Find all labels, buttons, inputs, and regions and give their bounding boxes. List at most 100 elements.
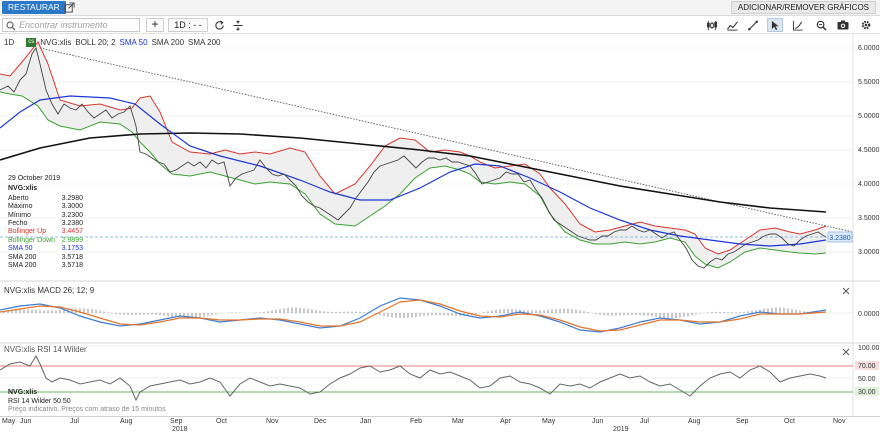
- search-input[interactable]: [19, 19, 137, 31]
- x-tick-month: Jun: [592, 418, 604, 425]
- x-tick-month: May: [542, 418, 556, 425]
- main-grid: [0, 47, 853, 253]
- info-row-value: 3.1753: [61, 245, 83, 253]
- y-tick: 5.0000: [858, 113, 880, 120]
- x-tick-year: 2018: [172, 426, 188, 433]
- search-icon: [6, 21, 16, 31]
- last-price-marker: [827, 231, 853, 243]
- x-tick-month: Aug: [120, 418, 133, 425]
- info-row: Bollinger Down 2.9899: [8, 237, 83, 245]
- external-window-icon[interactable]: [64, 2, 75, 13]
- legend-symbol: NVG:xlis: [40, 38, 72, 47]
- y-tick: 3.5000: [858, 215, 880, 222]
- x-tick-month: May: [2, 418, 16, 425]
- info-row-value: 3.2380: [61, 220, 83, 228]
- interval-indicator: 1D: [4, 38, 15, 47]
- interval-select[interactable]: 1D : - -: [168, 18, 208, 32]
- compare-icon[interactable]: [230, 18, 246, 32]
- y-tick: 6.0000: [858, 45, 880, 52]
- sma200-line: [0, 132, 827, 213]
- x-tick-month: Aug: [688, 418, 701, 425]
- legend-sma200-2: SMA 200: [188, 38, 221, 47]
- info-row-label: Fecho: [8, 220, 28, 228]
- y-axis-rsi: 100.00 70.00 50.00 30.00: [855, 345, 880, 396]
- trend-line[interactable]: [39, 47, 854, 233]
- macd-y-tick: 0.0000: [858, 311, 880, 318]
- candlestick-icon[interactable]: [704, 18, 720, 32]
- rsi-y-tick: 70.00: [858, 363, 876, 370]
- x-tick-month: Sep: [170, 418, 183, 425]
- legend-sma200: SMA 200: [151, 38, 185, 47]
- settings-gear-icon[interactable]: [858, 18, 874, 32]
- info-row-label: Bollinger Down: [8, 236, 56, 244]
- info-row-label: Mínimo: [8, 211, 31, 219]
- info-symbol: NVG:xlis: [8, 185, 38, 193]
- sma50-line: [0, 95, 827, 247]
- x-tick-month: Nov: [266, 418, 279, 425]
- x-tick-month: Jul: [640, 418, 649, 425]
- y-axis-main: 6.0000 5.5000 5.0000 4.5000 4.0000 3.500…: [858, 45, 880, 256]
- close-macd-icon[interactable]: [842, 287, 850, 295]
- rsi-info-value: 50.50: [53, 397, 71, 405]
- legend-sma50: SMA 50: [119, 38, 148, 47]
- last-price-label: 3.2380: [829, 235, 851, 242]
- macd-panel-title: NVG:xlis MACD 26; 12; 9: [4, 286, 95, 295]
- info-row: Máximo 3.3000: [8, 203, 83, 211]
- chart-type-badge[interactable]: cs: [26, 38, 37, 47]
- drawing-tools-icon[interactable]: [745, 18, 761, 32]
- x-axis: May Jun Jul Aug Sep Oct Nov Dec Jan Feb Mar Apr May J…: [0, 416, 880, 433]
- rsi-y-tick: 50.00: [858, 376, 876, 383]
- x-tick-month: Sep: [736, 418, 749, 425]
- rsi-info-indicator: RSI 14 Wilder: [8, 397, 52, 405]
- x-tick-year: 2019: [613, 426, 629, 433]
- info-row: Aberto 3.2980: [8, 195, 83, 203]
- info-row-label: SMA 200: [8, 253, 37, 261]
- info-row: Mínimo 3.2300: [8, 212, 83, 220]
- info-row-label: SMA 200: [8, 262, 37, 270]
- trend-line-icon[interactable]: [790, 18, 806, 32]
- x-tick-month: Apr: [500, 418, 511, 425]
- info-row: SMA 50 3.1753: [8, 245, 83, 253]
- main-chart-legend: 1D cs NVG:xlis BOLL 20; 2 SMA 50 SMA 200…: [4, 38, 221, 47]
- info-row-value: 3.2300: [61, 211, 83, 219]
- indicators-icon[interactable]: [724, 18, 740, 32]
- chart-canvas[interactable]: 3.2380 6.0000 5.5000 5.0000 4.5000 4.000…: [0, 34, 880, 416]
- legend-boll: BOLL 20; 2: [75, 38, 116, 47]
- search-box[interactable]: [2, 18, 140, 32]
- x-tick-month: Oct: [784, 418, 795, 425]
- info-row-label: Bollinger Up: [8, 228, 47, 236]
- info-row: SMA 200 3.5718: [8, 262, 83, 270]
- rsi-line: [0, 354, 827, 402]
- rsi-info-box: NVG:xlis RSI 14 Wilder 50.50 Preço indic…: [8, 389, 166, 415]
- y-tick: 3.0000: [858, 249, 880, 256]
- pointer-icon[interactable]: [767, 18, 783, 32]
- y-tick: 4.0000: [858, 181, 880, 188]
- x-tick-month: Dec: [314, 418, 327, 425]
- zoom-icon[interactable]: [813, 18, 829, 32]
- close-rsi-icon[interactable]: [842, 348, 850, 356]
- info-row: Fecho 3.2380: [8, 220, 83, 228]
- rsi-y-tick: 30.00: [858, 389, 876, 396]
- x-tick-month: Nov: [833, 418, 846, 425]
- x-tick-month: Mar: [452, 418, 465, 425]
- info-row-value: 3.3000: [61, 203, 83, 211]
- info-row-label: Máximo: [8, 203, 33, 211]
- info-row-label: SMA 50: [8, 245, 33, 253]
- info-row: SMA 200 3.5718: [8, 254, 83, 262]
- add-instrument-button[interactable]: +: [146, 18, 164, 32]
- camera-icon[interactable]: [835, 18, 851, 32]
- add-remove-charts-button[interactable]: ADICIONAR/REMOVER GRÁFICOS: [730, 1, 876, 14]
- macd-signal-line: [0, 299, 827, 332]
- bollinger-down-line: [0, 91, 827, 269]
- info-row-value: 3.5718: [61, 262, 83, 270]
- refresh-icon[interactable]: [211, 18, 227, 32]
- info-row-value: 2.9899: [61, 236, 83, 244]
- restore-button[interactable]: RESTAURAR: [2, 1, 66, 14]
- rsi-info-symbol: NVG:xlis: [8, 389, 38, 396]
- rsi-y-tick: 100.00: [858, 345, 880, 352]
- rsi-panel-title: NVG:xlis RSI 14 Wilder: [4, 345, 87, 354]
- y-tick: 5.5000: [858, 79, 880, 86]
- info-date: 29 October 2019: [8, 175, 61, 182]
- crosshair-info-box: 29 October 2019 NVG:xlis Aberto 3.2980 Máx…: [8, 175, 83, 270]
- info-row-value: 3.2980: [61, 194, 83, 202]
